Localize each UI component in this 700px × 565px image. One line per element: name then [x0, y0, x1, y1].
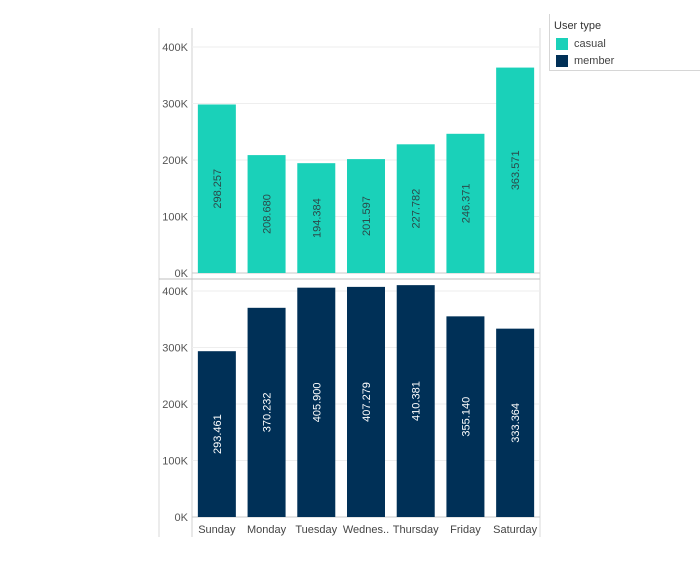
data-label: 355.140	[460, 397, 472, 437]
bar	[496, 328, 535, 517]
y-tick-label: 0K	[175, 268, 189, 280]
y-tick-label: 100K	[162, 212, 188, 224]
bar	[446, 133, 485, 273]
x-tick-label: Tuesday	[295, 524, 337, 536]
y-tick-label: 400K	[162, 42, 188, 54]
bar	[247, 307, 286, 517]
bar	[347, 159, 385, 273]
casual-panel: 0K 100K 200K 300K 400K 298.257 208.680 194.384 2…	[162, 42, 540, 280]
x-axis: Sunday Monday Tuesday Wednes.. Thursday Frida…	[198, 524, 537, 536]
legend-swatch-casual	[556, 38, 568, 50]
legend-item-casual[interactable]: casual	[556, 37, 606, 51]
legend-item-member[interactable]: member	[556, 54, 614, 68]
bar	[396, 285, 435, 517]
bar	[247, 155, 286, 273]
data-label: 246.371	[460, 184, 472, 224]
member-panel: 0K 100K 200K 300K 400K 293.461 370.232 405.900 4…	[162, 285, 540, 524]
y-tick-label: 100K	[162, 456, 188, 468]
x-tick-label: Monday	[247, 524, 287, 536]
legend-label-member: member	[574, 55, 615, 67]
y-tick-label: 0K	[175, 512, 189, 524]
bar	[347, 286, 385, 517]
chart-frame	[158, 28, 541, 537]
x-tick-label: Saturday	[493, 524, 538, 536]
legend-label-casual: casual	[574, 38, 606, 50]
x-tick-label: Sunday	[198, 524, 236, 536]
data-label: 208.680	[262, 194, 274, 234]
legend-swatch-member	[556, 55, 568, 67]
bar	[297, 287, 336, 517]
bar	[297, 163, 336, 273]
data-label: 405.900	[311, 382, 323, 422]
data-label: 298.257	[212, 169, 224, 209]
y-tick-label: 400K	[162, 286, 188, 298]
data-label: 407.279	[361, 382, 373, 422]
data-label: 410.381	[411, 381, 423, 421]
y-tick-label: 200K	[162, 155, 188, 167]
data-label: 201.597	[361, 196, 373, 236]
data-label: 194.384	[311, 198, 323, 238]
bar	[197, 351, 236, 517]
x-tick-label: Wednes..	[343, 524, 389, 536]
bar	[197, 104, 236, 273]
y-tick-label: 300K	[162, 343, 188, 355]
y-tick-label: 200K	[162, 399, 188, 411]
data-label: 293.461	[212, 414, 224, 454]
x-tick-label: Friday	[450, 524, 481, 536]
data-label: 370.232	[262, 393, 274, 433]
data-label: 363.571	[510, 150, 522, 190]
bar	[496, 67, 535, 273]
data-label: 333.364	[510, 403, 522, 443]
x-tick-label: Thursday	[393, 524, 439, 536]
legend: User type casual member	[549, 14, 700, 71]
data-label: 227.782	[411, 189, 423, 229]
y-tick-label: 300K	[162, 99, 188, 111]
legend-title: User type	[554, 20, 602, 32]
bar	[396, 144, 435, 273]
bar	[446, 316, 485, 517]
